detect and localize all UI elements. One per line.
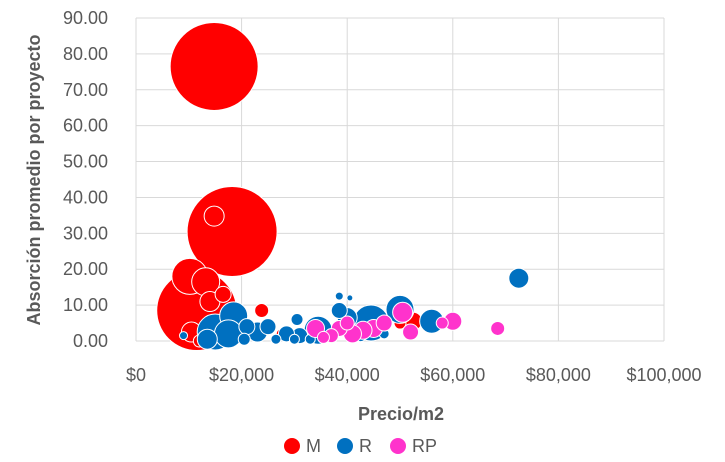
bubble-r xyxy=(196,328,218,350)
y-axis-title: Absorción promedio por proyecto xyxy=(24,34,44,325)
y-tick-label: 60.00 xyxy=(63,116,108,136)
legend-marker-m xyxy=(284,438,300,454)
bubble-r xyxy=(238,318,256,336)
y-axis-ticks: 0.00 10.00 20.00 30.00 40.00 50.00 60.00 70.00 8… xyxy=(63,8,108,351)
legend-marker-r xyxy=(337,438,353,454)
y-tick-label: 10.00 xyxy=(63,295,108,315)
x-tick-label: $100,000 xyxy=(626,365,701,385)
x-axis-ticks: $0 $20,000 $40,000 $60,000 $80,000 $100,000 xyxy=(126,365,702,385)
bubble-rp xyxy=(339,315,355,331)
x-tick-label: $20,000 xyxy=(209,365,274,385)
bubble-r xyxy=(270,333,282,345)
bubble-r xyxy=(259,318,277,336)
y-tick-label: 90.00 xyxy=(63,8,108,28)
bubble-r xyxy=(179,331,189,341)
bubbles xyxy=(156,21,530,351)
y-tick-label: 80.00 xyxy=(63,44,108,64)
bubble-rp xyxy=(490,320,506,336)
legend-label-r: R xyxy=(359,436,372,456)
y-tick-label: 70.00 xyxy=(63,80,108,100)
y-tick-label: 40.00 xyxy=(63,187,108,207)
series-rp xyxy=(306,301,506,344)
bubble-m xyxy=(169,21,259,111)
bubble-r xyxy=(334,291,344,301)
bubble-rp xyxy=(402,323,420,341)
legend-label-m: M xyxy=(306,436,321,456)
bubble-r xyxy=(290,312,304,326)
legend: M R RP xyxy=(284,436,437,456)
x-tick-label: $60,000 xyxy=(420,365,485,385)
bubble-m xyxy=(214,285,232,303)
bubble-r xyxy=(237,332,251,346)
series-m xyxy=(156,21,423,351)
legend-marker-rp xyxy=(390,438,406,454)
bubble-r xyxy=(330,301,348,319)
y-tick-label: 0.00 xyxy=(73,331,108,351)
bubble-m xyxy=(254,302,270,318)
y-tick-label: 20.00 xyxy=(63,259,108,279)
bubble-r xyxy=(346,294,354,302)
legend-label-rp: RP xyxy=(412,436,437,456)
bubble-m xyxy=(203,205,225,227)
y-tick-label: 30.00 xyxy=(63,223,108,243)
y-tick-label: 50.00 xyxy=(63,152,108,172)
bubble-r xyxy=(213,319,243,349)
bubble-rp xyxy=(435,316,449,330)
bubble-rp xyxy=(316,330,330,344)
bubble-r xyxy=(508,267,530,289)
x-tick-label: $40,000 xyxy=(315,365,380,385)
bubble-r xyxy=(288,333,300,345)
bubble-rp xyxy=(375,314,393,332)
bubble-rp xyxy=(392,301,414,323)
x-tick-label: $80,000 xyxy=(526,365,591,385)
x-tick-label: $0 xyxy=(126,365,146,385)
x-axis-title: Precio/m2 xyxy=(358,404,444,424)
